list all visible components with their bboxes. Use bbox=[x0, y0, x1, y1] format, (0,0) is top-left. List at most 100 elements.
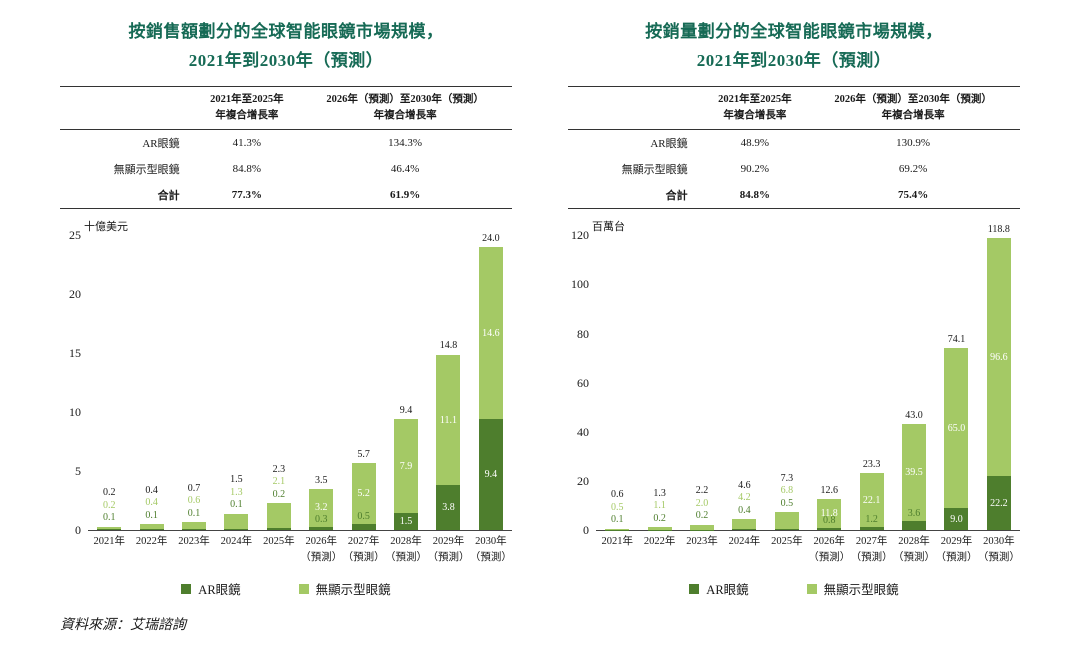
bar-segment-nodisplay bbox=[647, 527, 672, 530]
stacked-bar bbox=[605, 528, 630, 531]
bar-segment-ar-label: 0.2 bbox=[272, 488, 286, 500]
table-row-total: 合計 84.8% 75.4% bbox=[568, 182, 1020, 209]
x-axis-label: 2030年 （預測） bbox=[977, 536, 1020, 564]
bar-total-label: 43.0 bbox=[905, 409, 923, 421]
legend-swatch-ar-icon bbox=[181, 583, 192, 594]
bar-segment-ar-label: 0.2 bbox=[695, 510, 709, 522]
cagr-table-sales-value: 2021年至2025年 年複合增長率 2026年（預測）至2030年（預測） 年… bbox=[60, 85, 512, 210]
bar-segment-ar-label: 3.6 bbox=[907, 508, 921, 520]
y-axis-tick: 100 bbox=[571, 277, 589, 292]
bar-segment-nodisplay-label: 0.5 bbox=[610, 501, 624, 513]
bar-segment-ar bbox=[732, 529, 757, 531]
stacked-bar bbox=[774, 512, 799, 531]
stacked-bar: 22.1 1.2 bbox=[859, 473, 884, 531]
bar-segment-ar-label: 0.1 bbox=[145, 509, 158, 521]
bar-segment-ar-label: 0.4 bbox=[738, 504, 751, 516]
bar-total-label: 74.1 bbox=[947, 333, 966, 345]
bar-segment-ar: 9.0 bbox=[944, 508, 969, 531]
x-axis-label: 2026年 （預測） bbox=[300, 536, 343, 564]
bar-segment-ar-label: 0.5 bbox=[357, 511, 370, 523]
y-axis-tick: 80 bbox=[577, 326, 589, 341]
bar-segment-ar-label: 0.1 bbox=[102, 512, 116, 524]
cagr-value: 90.2% bbox=[740, 163, 770, 176]
bar-column: 118.8 96.6 22.2 2030年 （預測） bbox=[978, 224, 1020, 563]
cagr-header-col1: 2021年至2025年 年複合增長率 bbox=[703, 86, 807, 131]
bar-column: 23.3 22.1 1.2 2027年 （預測） bbox=[850, 236, 893, 564]
bar-segment-ar bbox=[139, 529, 164, 531]
x-axis-label: 2030年 （預測） bbox=[469, 536, 512, 564]
cagr-value: 46.4% bbox=[390, 163, 420, 176]
x-axis-label: 2027年 （預測） bbox=[850, 536, 893, 564]
stacked-bar bbox=[97, 526, 122, 531]
cagr-header-empty bbox=[568, 86, 704, 131]
bar-column: 0.4 0.4 0.1 2022年 bbox=[130, 236, 172, 547]
cagr-row-label: 無顯示型眼鏡 bbox=[113, 164, 180, 177]
stacked-bar bbox=[732, 519, 757, 531]
bar-segment-nodisplay bbox=[182, 522, 207, 530]
bar-total-label: 4.6 bbox=[738, 479, 751, 491]
bar-segment-nodisplay bbox=[266, 503, 291, 528]
source-note: 資料來源：艾瑞諮詢 bbox=[60, 618, 186, 634]
bar-total-label: 1.3 bbox=[653, 487, 666, 499]
cagr-header-row: 2021年至2025年 年複合增長率 2026年（預測）至2030年（預測） 年… bbox=[568, 86, 1020, 131]
y-axis-tick: 25 bbox=[69, 228, 81, 243]
cagr-table-sales-volume: 2021年至2025年 年複合增長率 2026年（預測）至2030年（預測） 年… bbox=[568, 85, 1020, 210]
bar-column: 2.3 2.1 0.2 2025年 bbox=[258, 236, 300, 548]
stacked-bar bbox=[182, 522, 207, 531]
bar-chart-sales-value: 0 5 10 15 20 25 0.2 0.2 0.1 2021年 0.4 0.4 0.1 2022年 0… bbox=[60, 229, 512, 564]
bar-segment-nodisplay: 96.6 bbox=[986, 238, 1011, 476]
bar-segment-nodisplay-label: 4.2 bbox=[738, 492, 751, 504]
bar-total-label: 0.4 bbox=[145, 484, 158, 496]
bar-label-stack: 0.2 0.2 0.1 bbox=[77, 487, 141, 525]
bar-column: 3.5 3.2 0.3 2026年 （預測） bbox=[300, 236, 342, 564]
bar-column: 74.1 65.0 9.0 2029年 （預測） bbox=[935, 236, 977, 563]
bar-total-label: 0.7 bbox=[187, 482, 201, 494]
chart-title-sales-volume: 按銷量劃分的全球智能眼鏡市場規模， 2021年到2030年（預測） bbox=[568, 18, 1020, 76]
bar-segment-nodisplay bbox=[774, 512, 799, 530]
bar-segment-ar bbox=[351, 524, 376, 531]
bar-label-stack: 1.3 1.1 0.2 bbox=[628, 488, 692, 526]
bar-label-stack: 43.0 bbox=[882, 410, 946, 423]
legend-item-ar: AR眼鏡 bbox=[181, 579, 241, 598]
bar-segment-ar-label: 0.2 bbox=[653, 512, 666, 524]
cagr-value: 41.3% bbox=[232, 137, 262, 150]
bar-segment-nodisplay: 11.1 bbox=[436, 354, 461, 486]
y-axis-tick: 120 bbox=[571, 228, 589, 243]
legend-label-ar: AR眼鏡 bbox=[706, 583, 749, 598]
bar-column: 24.0 14.6 9.4 2030年 （預測） bbox=[470, 233, 512, 563]
bar-segment-nodisplay-label: 0.2 bbox=[102, 499, 116, 511]
stacked-bar bbox=[690, 524, 715, 531]
bar-total-label: 1.5 bbox=[230, 474, 243, 486]
bar-total-label: 5.7 bbox=[357, 448, 370, 460]
bar-column: 1.3 1.1 0.2 2022年 bbox=[638, 236, 680, 548]
y-axis-tick: 40 bbox=[577, 424, 589, 439]
legend-swatch-nodisplay-icon bbox=[806, 583, 817, 594]
bar-label-stack: 7.3 6.8 0.5 bbox=[755, 473, 819, 511]
cagr-value: 130.9% bbox=[896, 137, 931, 150]
x-axis-label: 2023年 bbox=[178, 536, 210, 548]
bar-label-stack: 118.8 bbox=[967, 224, 1031, 237]
bar-total-label: 7.3 bbox=[780, 472, 794, 484]
bar-segment-ar bbox=[182, 529, 207, 531]
bar-total-label: 2.2 bbox=[695, 485, 709, 497]
stacked-bar bbox=[139, 524, 164, 531]
x-axis-label: 2029年 （預測） bbox=[427, 536, 470, 564]
bar-segment-nodisplay-label: 1.1 bbox=[653, 500, 666, 512]
bar-label-stack: 74.1 bbox=[924, 334, 988, 347]
bar-segment-nodisplay-label: 2.1 bbox=[272, 476, 286, 488]
bar-segment-ar-label: 0.8 bbox=[822, 515, 836, 527]
stacked-bar: 5.2 0.5 bbox=[351, 463, 376, 531]
y-axis-unit: 百萬台 bbox=[592, 221, 625, 234]
bar-column: 4.6 4.2 0.4 2024年 bbox=[723, 236, 765, 548]
bar-total-label: 118.8 bbox=[987, 223, 1010, 235]
bar-segment-ar-label: 0.1 bbox=[610, 514, 624, 526]
bar-label-stack: 2.3 2.1 0.2 bbox=[247, 464, 311, 502]
bar-segment-nodisplay bbox=[97, 526, 122, 530]
chart-title-line1: 按銷量劃分的全球智能眼鏡市場規模， bbox=[645, 22, 943, 41]
bar-segment-ar-label: 0.1 bbox=[230, 499, 243, 511]
bar-segment-nodisplay-label: 1.3 bbox=[230, 486, 243, 498]
bar-segment-nodisplay: 65.0 bbox=[944, 348, 969, 509]
bar-label-stack: 0.4 0.4 0.1 bbox=[120, 485, 184, 523]
bar-segment-ar bbox=[97, 529, 122, 531]
bar-column: 5.7 5.2 0.5 2027年 （預測） bbox=[342, 236, 385, 564]
